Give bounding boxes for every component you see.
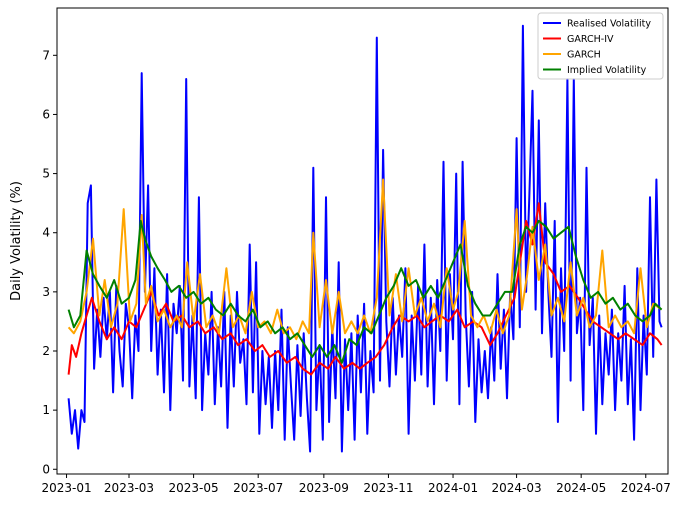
y-tick-label: 5 xyxy=(42,167,50,181)
x-tick-label: 2023-11 xyxy=(363,481,413,495)
legend-box xyxy=(537,12,664,80)
legend-label: GARCH xyxy=(567,50,601,61)
y-tick-label: 0 xyxy=(42,462,50,476)
y-tick-label: 3 xyxy=(42,285,50,299)
legend: Realised Volatility GARCH-IV GARCH Implied … xyxy=(537,12,664,80)
legend-label: Realised Volatility xyxy=(567,19,651,30)
x-tick-label: 2024-01 xyxy=(428,481,478,495)
series-line-3 xyxy=(67,219,663,364)
x-tick-label: 2023-01 xyxy=(41,481,91,495)
y-tick-label: 2 xyxy=(42,344,50,358)
x-tick-label: 2023-05 xyxy=(169,481,219,495)
series-line-0 xyxy=(67,24,663,453)
series-line-2 xyxy=(67,178,663,341)
legend-label: Implied Volatility xyxy=(567,65,647,76)
x-tick-label: 2023-09 xyxy=(299,481,349,495)
x-axis: 2023-01 2023-03 2023-05 2023-07 2023-09 2023-… xyxy=(41,474,671,495)
y-axis-label: Daily Volatility (%) xyxy=(9,181,24,301)
y-tick-label: 4 xyxy=(42,226,50,240)
plot-frame xyxy=(56,7,669,475)
y-tick-label: 6 xyxy=(42,107,50,121)
y-axis: 0 1 2 3 4 5 6 7 xyxy=(42,48,57,476)
y-tick-label: 7 xyxy=(42,48,50,62)
x-tick-label: 2024-07 xyxy=(621,481,671,495)
series-layer xyxy=(67,24,663,453)
y-tick-label: 1 xyxy=(42,403,50,417)
x-tick-label: 2023-03 xyxy=(104,481,154,495)
x-tick-label: 2023-07 xyxy=(233,481,283,495)
legend-label: GARCH-IV xyxy=(567,34,614,45)
x-tick-label: 2024-05 xyxy=(556,481,606,495)
series-line-1 xyxy=(67,202,663,376)
x-tick-label: 2024-03 xyxy=(492,481,542,495)
